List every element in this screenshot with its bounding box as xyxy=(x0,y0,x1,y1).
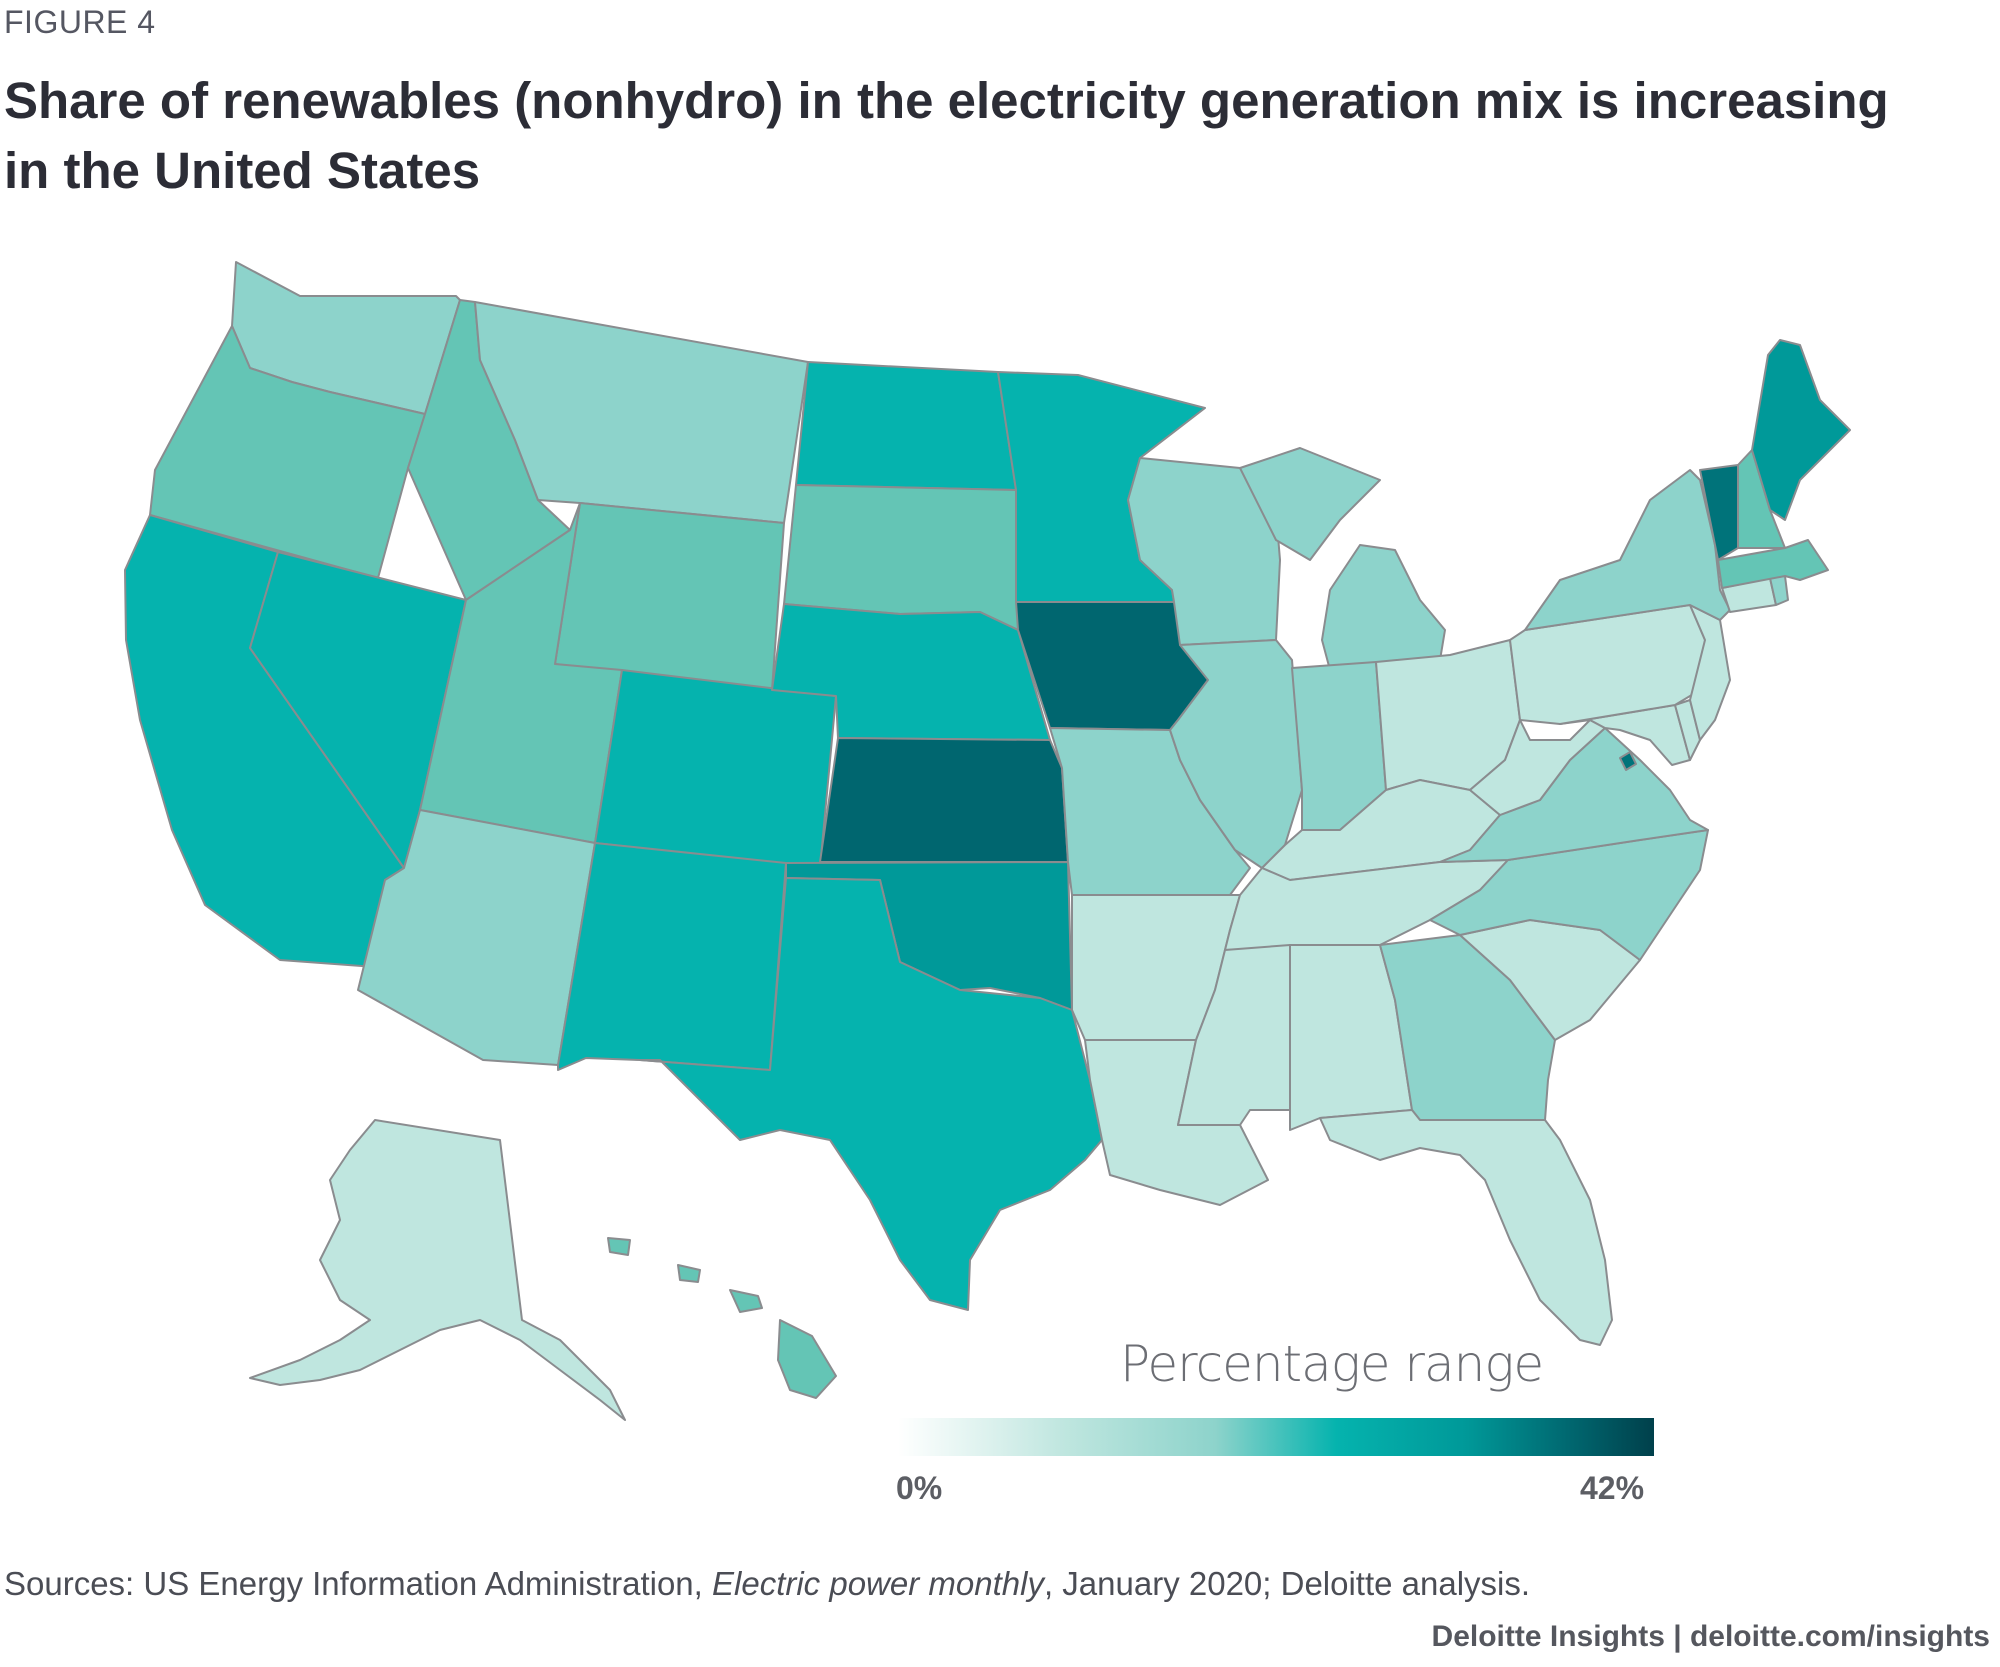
state-kansas xyxy=(819,737,1069,863)
state-hawaii-maui xyxy=(729,1289,763,1313)
state-new-york xyxy=(1524,469,1731,631)
sources-suffix: , January 2020; Deloitte analysis. xyxy=(1043,1565,1531,1602)
state-colorado xyxy=(594,669,837,869)
state-texas xyxy=(639,877,1103,1311)
sources-publication: Electric power monthly xyxy=(712,1565,1044,1602)
state-new-jersey xyxy=(1689,604,1731,741)
state-illinois xyxy=(1169,639,1303,869)
state-hawaii-oahu xyxy=(677,1264,701,1283)
state-dc xyxy=(1619,751,1637,771)
state-maine xyxy=(1751,339,1851,521)
states-layer xyxy=(124,261,1851,1421)
legend-max-label: 42% xyxy=(1580,1470,1645,1506)
us-choropleth-map xyxy=(0,230,2000,1430)
state-montana xyxy=(474,301,809,524)
legend-title: Percentage range xyxy=(1120,1335,1544,1393)
state-new-hampshire xyxy=(1737,449,1786,549)
state-florida xyxy=(1319,1109,1613,1346)
state-vermont xyxy=(1699,464,1739,561)
state-wyoming xyxy=(554,502,785,691)
state-north-dakota xyxy=(795,361,1017,491)
legend-gradient-bar xyxy=(898,1418,1654,1456)
state-michigan xyxy=(1239,447,1446,671)
state-hawaii-kauai xyxy=(607,1237,631,1256)
state-alaska xyxy=(249,1119,626,1421)
sources-note: Sources: US Energy Information Administr… xyxy=(4,1565,1530,1603)
footer-credit: Deloitte Insights | deloitte.com/insight… xyxy=(1431,1620,1990,1653)
figure-label: FIGURE 4 xyxy=(4,4,156,40)
state-north-carolina xyxy=(1429,829,1709,961)
chart-title-line-1: Share of renewables (nonhydro) in the el… xyxy=(4,72,1889,129)
state-new-mexico xyxy=(557,842,787,1071)
legend-min-label: 0% xyxy=(896,1470,943,1506)
state-massachusetts xyxy=(1717,539,1829,589)
chart-title-line-2: in the United States xyxy=(4,142,481,199)
state-hawaii-big-island xyxy=(777,1319,837,1399)
sources-prefix: Sources: US Energy Information Administr… xyxy=(4,1565,712,1602)
chart-title: Share of renewables (nonhydro) in the el… xyxy=(4,66,1904,206)
